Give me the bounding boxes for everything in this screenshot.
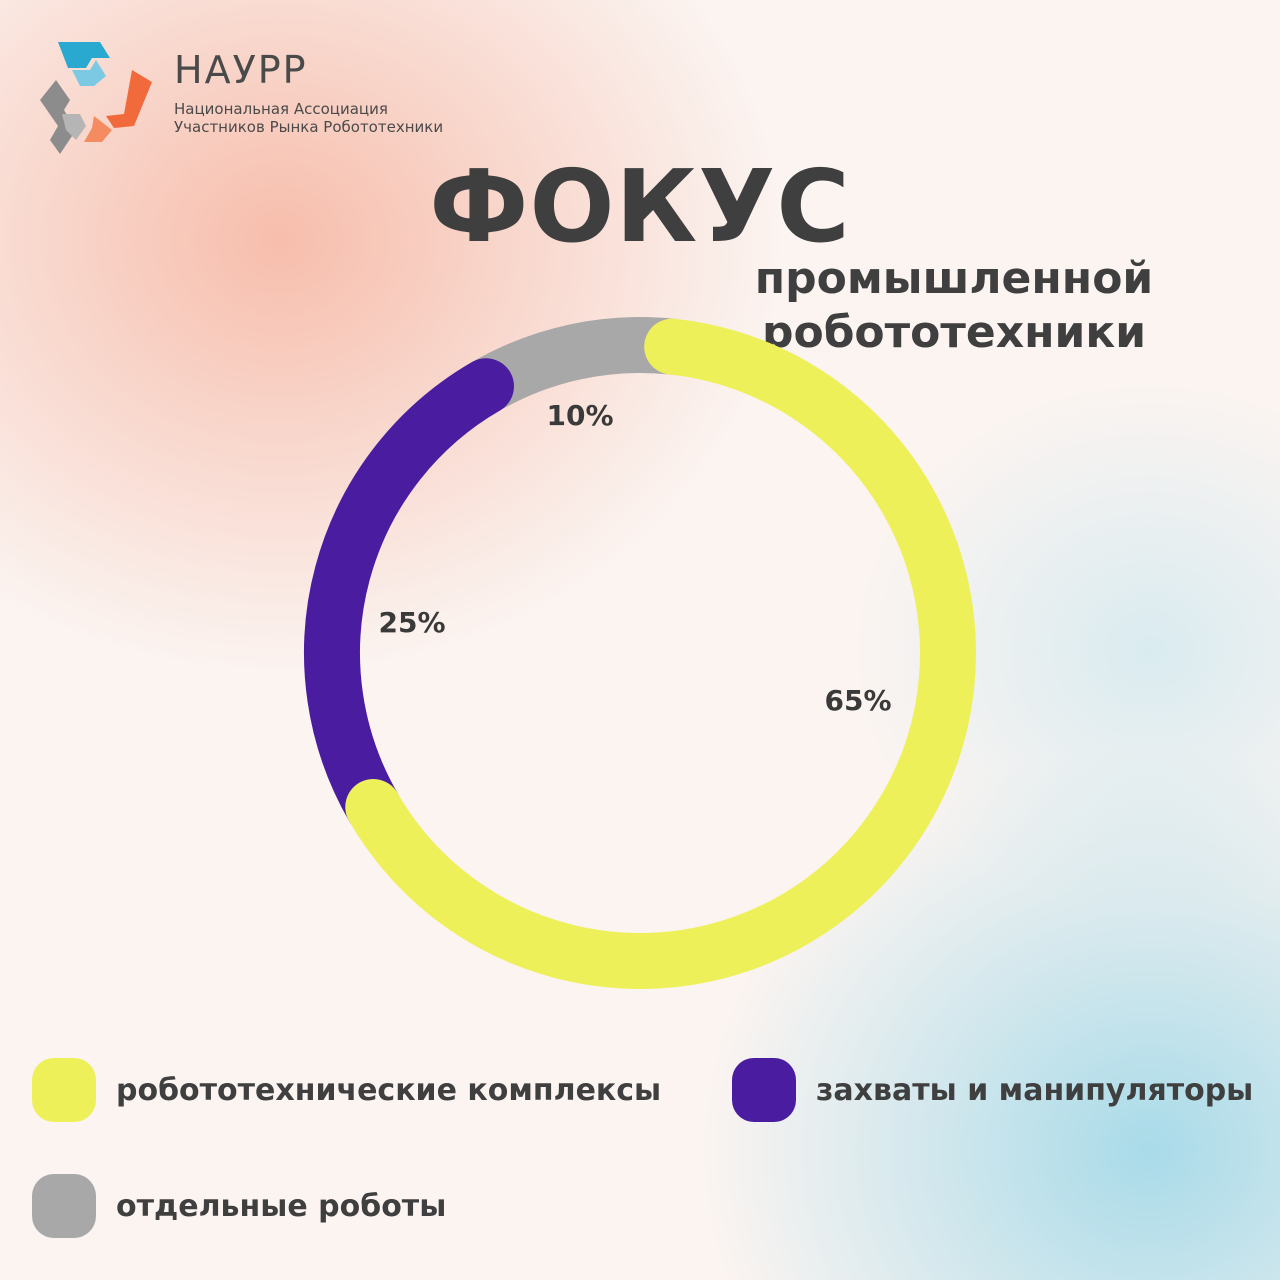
legend-label-complexes: робототехнические комплексы [116, 1072, 662, 1108]
legend-item-complexes: робототехнические комплексы [32, 1058, 661, 1122]
donut-segment-complexes [345, 318, 976, 989]
org-description: Национальная Ассоциация Участников Рынка… [174, 100, 443, 136]
donut-segment-grippers [304, 358, 514, 835]
legend-label-grippers: захваты и манипуляторы [816, 1072, 1254, 1108]
donut-segment-robots [458, 317, 701, 415]
chart-title: ФОКУС [429, 148, 851, 265]
org-name: НАУРР [174, 48, 308, 92]
data-label-robots: 10% [546, 399, 613, 432]
legend-item-robots: отдельные роботы [32, 1174, 446, 1238]
org-desc-line-1: Национальная Ассоциация [174, 100, 388, 118]
data-label-complexes: 65% [824, 684, 891, 717]
subtitle-line-1: промышленной [754, 253, 1154, 304]
legend-label-robots: отдельные роботы [116, 1188, 447, 1224]
org-desc-line-2: Участников Рынка Робототехники [174, 118, 444, 136]
subtitle-line-2: робототехники [761, 307, 1147, 358]
chart-subtitle: промышленной робототехники [694, 252, 1214, 360]
hexagon-arrows-logo-icon [40, 42, 152, 154]
legend-swatch-robots [32, 1174, 96, 1238]
data-label-grippers: 25% [378, 606, 445, 639]
legend-swatch-grippers [732, 1058, 796, 1122]
legend-swatch-complexes [32, 1058, 96, 1122]
legend-item-grippers: захваты и манипуляторы [732, 1058, 1253, 1122]
